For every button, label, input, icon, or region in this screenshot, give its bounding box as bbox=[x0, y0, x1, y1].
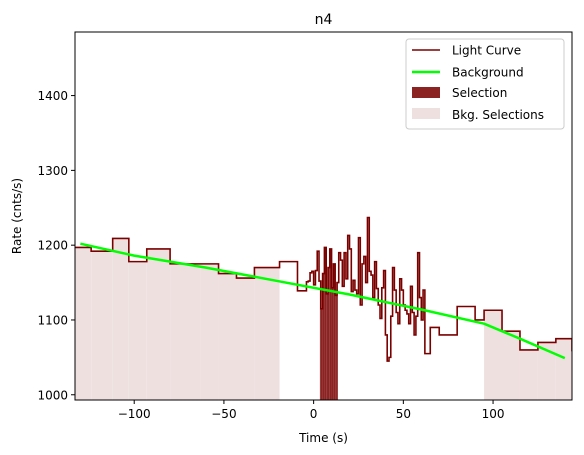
y-tick-label: 1400 bbox=[37, 89, 68, 103]
bkg-selection-fill bbox=[170, 263, 201, 400]
selection-fill bbox=[322, 273, 325, 400]
plot-frame bbox=[74, 31, 573, 401]
bkg-selection-fill bbox=[112, 238, 129, 400]
bkg-selection-fill bbox=[200, 263, 219, 400]
legend-selection-label: Selection bbox=[452, 86, 507, 100]
selection-fill bbox=[335, 295, 337, 400]
x-tick-label: 50 bbox=[396, 407, 411, 421]
x-axis-ticks: −100 −50 0 50 100 bbox=[118, 400, 505, 421]
bkg-selection-fill bbox=[502, 331, 520, 400]
y-tick-label: 1100 bbox=[37, 313, 68, 327]
y-tick-label: 1000 bbox=[37, 388, 68, 402]
bkg-selection-fill bbox=[555, 338, 572, 400]
selection-fill bbox=[329, 248, 332, 400]
bkg-selection-fill bbox=[128, 261, 147, 400]
bkg-selection-layer bbox=[75, 238, 572, 400]
y-axis-ticks: 1000 1100 1200 1300 1400 bbox=[37, 89, 75, 402]
x-tick-label: 100 bbox=[482, 407, 505, 421]
light-curve-layer bbox=[75, 216, 572, 362]
legend-bkg-selections-swatch bbox=[412, 108, 440, 119]
bkg-selection-fill bbox=[218, 273, 237, 400]
selection-layer bbox=[319, 247, 338, 400]
legend-light-curve-label: Light Curve bbox=[452, 44, 521, 58]
legend-selection-swatch bbox=[412, 87, 440, 98]
bkg-selection-fill bbox=[146, 248, 171, 400]
background-layer bbox=[80, 242, 566, 360]
legend-box bbox=[405, 38, 565, 130]
legend-bkg-selections-label: Bkg. Selections bbox=[452, 108, 544, 122]
chart-title: n4 bbox=[315, 12, 333, 28]
background-curve bbox=[80, 242, 566, 360]
selection-fill bbox=[331, 287, 334, 400]
x-tick-label: −50 bbox=[211, 407, 236, 421]
bkg-selection-fill bbox=[236, 278, 255, 400]
selection-fill bbox=[324, 247, 327, 400]
x-tick-label: −100 bbox=[118, 407, 151, 421]
selection-fill bbox=[336, 282, 338, 400]
y-axis-label: Rate (cnts/s) bbox=[10, 178, 24, 254]
bkg-selection-fill bbox=[254, 267, 280, 400]
selection-fill bbox=[320, 308, 323, 400]
x-tick-label: 0 bbox=[310, 407, 318, 421]
light-curve-line bbox=[75, 216, 572, 362]
legend-background-label: Background bbox=[452, 66, 524, 80]
selection-fill bbox=[327, 267, 330, 400]
bkg-selection-fill bbox=[519, 349, 538, 400]
selection-fill bbox=[326, 293, 328, 400]
y-tick-label: 1200 bbox=[37, 239, 68, 253]
bkg-selection-fill bbox=[91, 251, 113, 400]
y-tick-label: 1300 bbox=[37, 164, 68, 178]
plot-area bbox=[75, 216, 572, 400]
x-axis-label: Time (s) bbox=[298, 431, 348, 445]
legend: Light Curve Background Selection Bkg. Se… bbox=[405, 38, 565, 130]
bkg-selection-fill bbox=[75, 247, 92, 400]
selection-fill bbox=[319, 281, 321, 400]
bkg-selection-fill bbox=[537, 342, 556, 400]
bkg-selection-fill bbox=[484, 310, 503, 400]
selection-fill bbox=[333, 263, 336, 400]
